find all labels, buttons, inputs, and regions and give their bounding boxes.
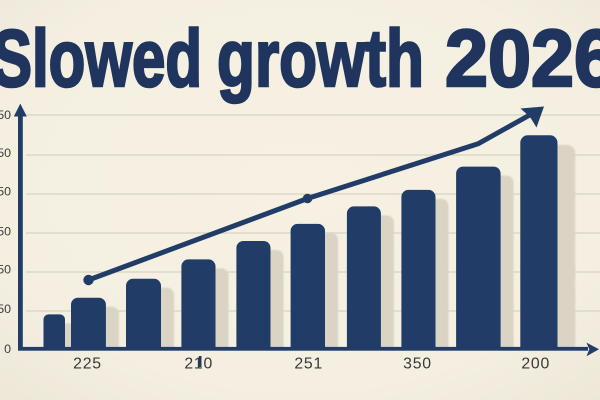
svg-text:50: 50 xyxy=(0,263,11,277)
svg-text:2026: 2026 xyxy=(445,14,600,104)
svg-text:210: 210 xyxy=(184,356,213,373)
svg-text:0: 0 xyxy=(4,342,11,356)
svg-text:Slowed: Slowed xyxy=(0,14,202,104)
svg-text:200: 200 xyxy=(521,356,550,373)
svg-text:50: 50 xyxy=(0,184,11,198)
svg-text:50: 50 xyxy=(0,146,11,160)
svg-text:growth: growth xyxy=(217,14,424,104)
svg-text:251: 251 xyxy=(294,356,323,373)
svg-text:50: 50 xyxy=(0,108,11,122)
svg-text:350: 350 xyxy=(403,356,432,373)
svg-text:50: 50 xyxy=(0,224,11,238)
svg-text:50: 50 xyxy=(0,302,11,316)
svg-text:225: 225 xyxy=(73,356,102,373)
